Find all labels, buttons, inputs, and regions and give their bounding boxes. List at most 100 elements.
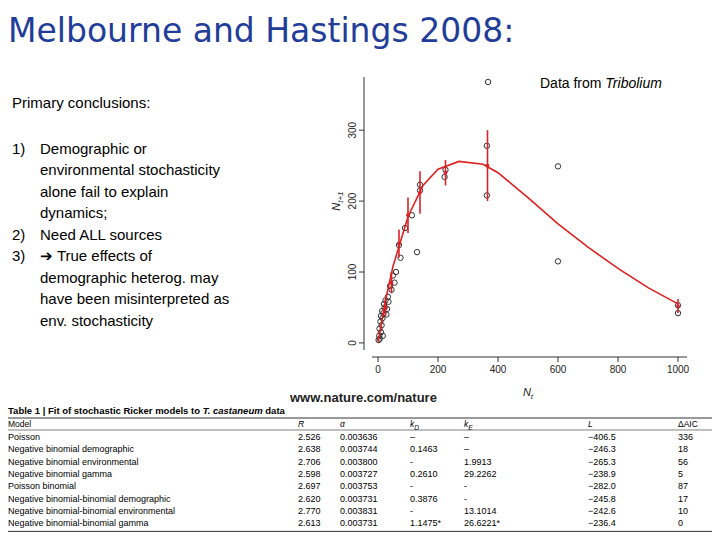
fit-curve [378, 161, 678, 343]
y-tick [359, 272, 364, 273]
conclusions-heading: Primary conclusions: [12, 92, 234, 114]
item-number: 3) [12, 245, 40, 331]
table-cell: - [464, 494, 467, 504]
chart: 020040060080010000100200300NtNt+1 [330, 77, 690, 401]
x-tick-label: 1000 [667, 364, 690, 375]
conclusions: Primary conclusions: 1)Demographic or env… [12, 92, 234, 331]
table-cell: −282.0 [588, 481, 616, 491]
table-header: kD [410, 419, 419, 431]
table-header: Model [8, 419, 31, 429]
text-main: α [340, 419, 346, 429]
table-rule [8, 430, 712, 431]
y-axis [364, 77, 365, 350]
table-cell: 2.613 [298, 518, 321, 528]
table-cell: −265.3 [588, 457, 616, 467]
table-cell: 29.2262 [464, 469, 497, 479]
table-cell: 1.1475* [410, 518, 442, 528]
table-caption: Table 1 | Fit of stochastic Ricker model… [8, 405, 286, 416]
x-tick [678, 357, 679, 362]
x-tick [438, 357, 439, 362]
text-sub: t [531, 392, 534, 401]
table-cell: −246.3 [588, 444, 616, 454]
table-cell: Poisson [8, 432, 40, 442]
caption-part: Table 1 | Fit of stochastic Ricker model… [8, 405, 203, 416]
y-tick-label: 100 [347, 263, 358, 280]
source-url: www.nature.com/nature [289, 390, 437, 405]
table-cell: 2.598 [298, 469, 321, 479]
data-point [442, 174, 447, 179]
table-cell: 10 [678, 506, 688, 516]
table-cell: Negative binomial-binomial gamma [8, 518, 149, 528]
table-cell: 0.2610 [410, 469, 438, 479]
text-main: R [298, 419, 304, 429]
text-sub: D [414, 424, 419, 431]
table-header: ΔAIC [678, 419, 698, 429]
x-tick [618, 357, 619, 362]
table-cell: 0.1463 [410, 444, 438, 454]
x-axis [372, 357, 687, 358]
table-cell: −242.6 [588, 506, 616, 516]
table-cell: 87 [678, 481, 688, 491]
table-cell: 0.003731 [340, 518, 378, 528]
x-tick-label: 0 [375, 364, 381, 375]
conclusion-item: 2)Need ALL sources [12, 224, 234, 246]
table-header: kE [464, 419, 473, 431]
table-cell: - [464, 481, 467, 491]
y-axis-label: Nt+1 [330, 191, 345, 210]
item-text: ➔ True effects of demographic heterog. m… [40, 245, 234, 331]
caption-part: T. castaneum [203, 405, 264, 416]
table-cell: −238.9 [588, 469, 616, 479]
table-cell: 336 [678, 432, 693, 442]
y-tick-label: 200 [347, 192, 358, 209]
note-species: Tribolium [605, 75, 662, 91]
text-sub: t+1 [336, 191, 345, 202]
data-point [414, 249, 419, 254]
table-rule [8, 531, 712, 532]
caption-part: data [263, 405, 286, 416]
table-cell: 0.003636 [340, 432, 378, 442]
item-number: 2) [12, 224, 40, 246]
data-point [555, 164, 560, 169]
data-point [555, 259, 560, 264]
data-point [380, 333, 385, 338]
table-cell: – [410, 432, 415, 442]
x-axis-label: Nt [523, 386, 534, 401]
y-tick-label: 0 [347, 340, 358, 346]
table-cell: 1.9913 [464, 457, 492, 467]
y-tick-label: 300 [347, 121, 358, 138]
page: {"slide": { "title": "Melbourne and Hast… [0, 0, 720, 540]
table-cell: – [464, 444, 469, 454]
x-tick [558, 357, 559, 362]
conclusion-item: 1)Demographic or environmental stochasti… [12, 138, 234, 224]
table-cell: Negative binomial gamma [8, 469, 112, 479]
table-cell: - [410, 457, 413, 467]
table-header: R [298, 419, 304, 429]
table-cell: 0.003831 [340, 506, 378, 516]
x-tick [498, 357, 499, 362]
table-cell: Negative binomial-binomial environmental [8, 506, 175, 516]
table-cell: 0.003744 [340, 444, 378, 454]
table-cell: 13.1014 [464, 506, 497, 516]
table-cell: 17 [678, 494, 688, 504]
text-main: N [523, 386, 531, 398]
table-cell: 56 [678, 457, 688, 467]
table-cell: 2.706 [298, 457, 321, 467]
table-header: α [340, 419, 346, 429]
x-tick-label: 400 [490, 364, 507, 375]
y-tick [359, 201, 364, 202]
item-text: Need ALL sources [40, 224, 234, 246]
table-cell: Poisson binomial [8, 481, 76, 491]
plot-marks [376, 79, 681, 343]
table-cell: 5 [678, 469, 683, 479]
text-main: ΔAIC [678, 419, 698, 429]
title: Melbourne and Hastings 2008: [8, 11, 514, 50]
table-cell: −236.4 [588, 518, 616, 528]
table-header: L [588, 419, 593, 429]
text-sub: E [468, 424, 473, 431]
data-point [485, 79, 490, 84]
item-text: Demographic or environmental stochastici… [40, 138, 234, 224]
x-tick [378, 357, 379, 362]
table-cell: 0.003753 [340, 481, 378, 491]
data-point [384, 312, 389, 317]
table-cell: 0.003800 [340, 457, 378, 467]
